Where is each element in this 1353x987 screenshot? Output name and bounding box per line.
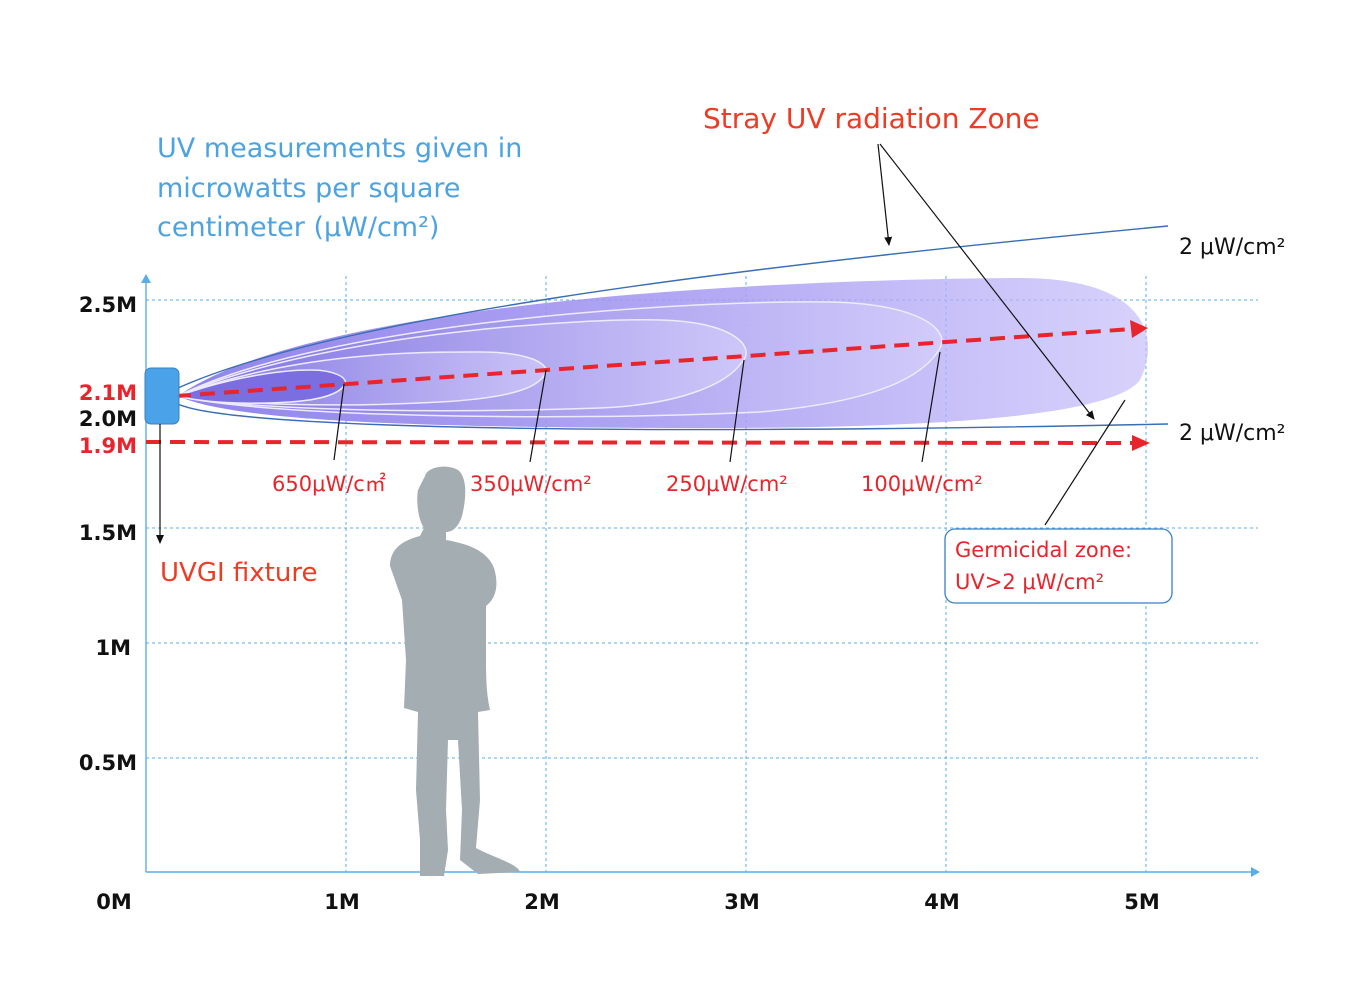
beam-center-line <box>175 327 1133 398</box>
x-tick-3: 3M <box>724 890 760 914</box>
intensity-label-100: 100μW/cm² <box>861 472 983 496</box>
info-text-line-1: UV measurements given in <box>157 133 522 164</box>
person-body <box>390 466 520 876</box>
y-tick-2-5: 2.5M <box>79 293 137 317</box>
pointer-350 <box>529 369 547 463</box>
pointer-250 <box>729 359 745 463</box>
uv-beam <box>175 225 1169 431</box>
x-axis-arrow <box>1251 867 1260 877</box>
beam-center-arrowhead <box>1130 320 1148 338</box>
y-tick-1: 1M <box>95 636 131 660</box>
intensity-label-650: 650μW/c㎡ <box>272 472 386 496</box>
x-tick-1: 1M <box>324 890 360 914</box>
pointer-lines <box>333 143 1126 526</box>
x-tick-4: 4M <box>924 890 960 914</box>
germicidal-zone-line-1: Germicidal zone: <box>955 538 1132 562</box>
x-tick-2: 2M <box>524 890 560 914</box>
fixture-label: UVGI fixture <box>160 558 317 588</box>
stray-zone-title: Stray UV radiation Zone <box>703 102 1040 135</box>
stray-pointer-upper <box>877 143 893 246</box>
y-tick-1-9: 1.9M <box>79 434 137 458</box>
germicidal-zone-frame <box>944 528 1173 604</box>
pointer-100 <box>921 351 941 463</box>
y-tick-2-0: 2.0M <box>79 407 137 431</box>
x-tick-5: 5M <box>1124 890 1160 914</box>
y-tick-0-5: 0.5M <box>79 751 137 775</box>
y-tick-2-1: 2.1M <box>79 381 137 405</box>
x-tick-0: 0M <box>96 890 132 914</box>
pointer-650 <box>333 383 345 461</box>
edge-label-upper: 2 μW/cm² <box>1179 235 1286 260</box>
y-tick-1-5: 1.5M <box>79 521 137 545</box>
horizontal-reference-arrowhead <box>1132 435 1150 451</box>
intensity-label-250: 250μW/cm² <box>666 472 788 496</box>
y-axis-arrow <box>141 274 151 283</box>
horizontal-reference-line <box>145 440 1133 445</box>
person-silhouette-icon <box>390 466 520 876</box>
info-text-line-2: microwatts per square <box>157 173 461 204</box>
stray-zone-boundary <box>177 225 1169 431</box>
beam-axis-arrows <box>145 320 1150 451</box>
stray-pointer-lower <box>879 143 1095 420</box>
intensity-label-350: 350μW/cm² <box>470 472 592 496</box>
edge-label-lower: 2 μW/cm² <box>1179 421 1286 446</box>
germicidal-pointer <box>1044 399 1126 526</box>
germicidal-zone-box: Germicidal zone: UV>2 μW/cm² <box>944 528 1173 604</box>
germicidal-zone-line-2: UV>2 μW/cm² <box>955 570 1104 594</box>
info-text-line-3: centimeter (μW/cm²) <box>157 212 439 243</box>
uvgi-fixture-icon <box>144 367 180 425</box>
